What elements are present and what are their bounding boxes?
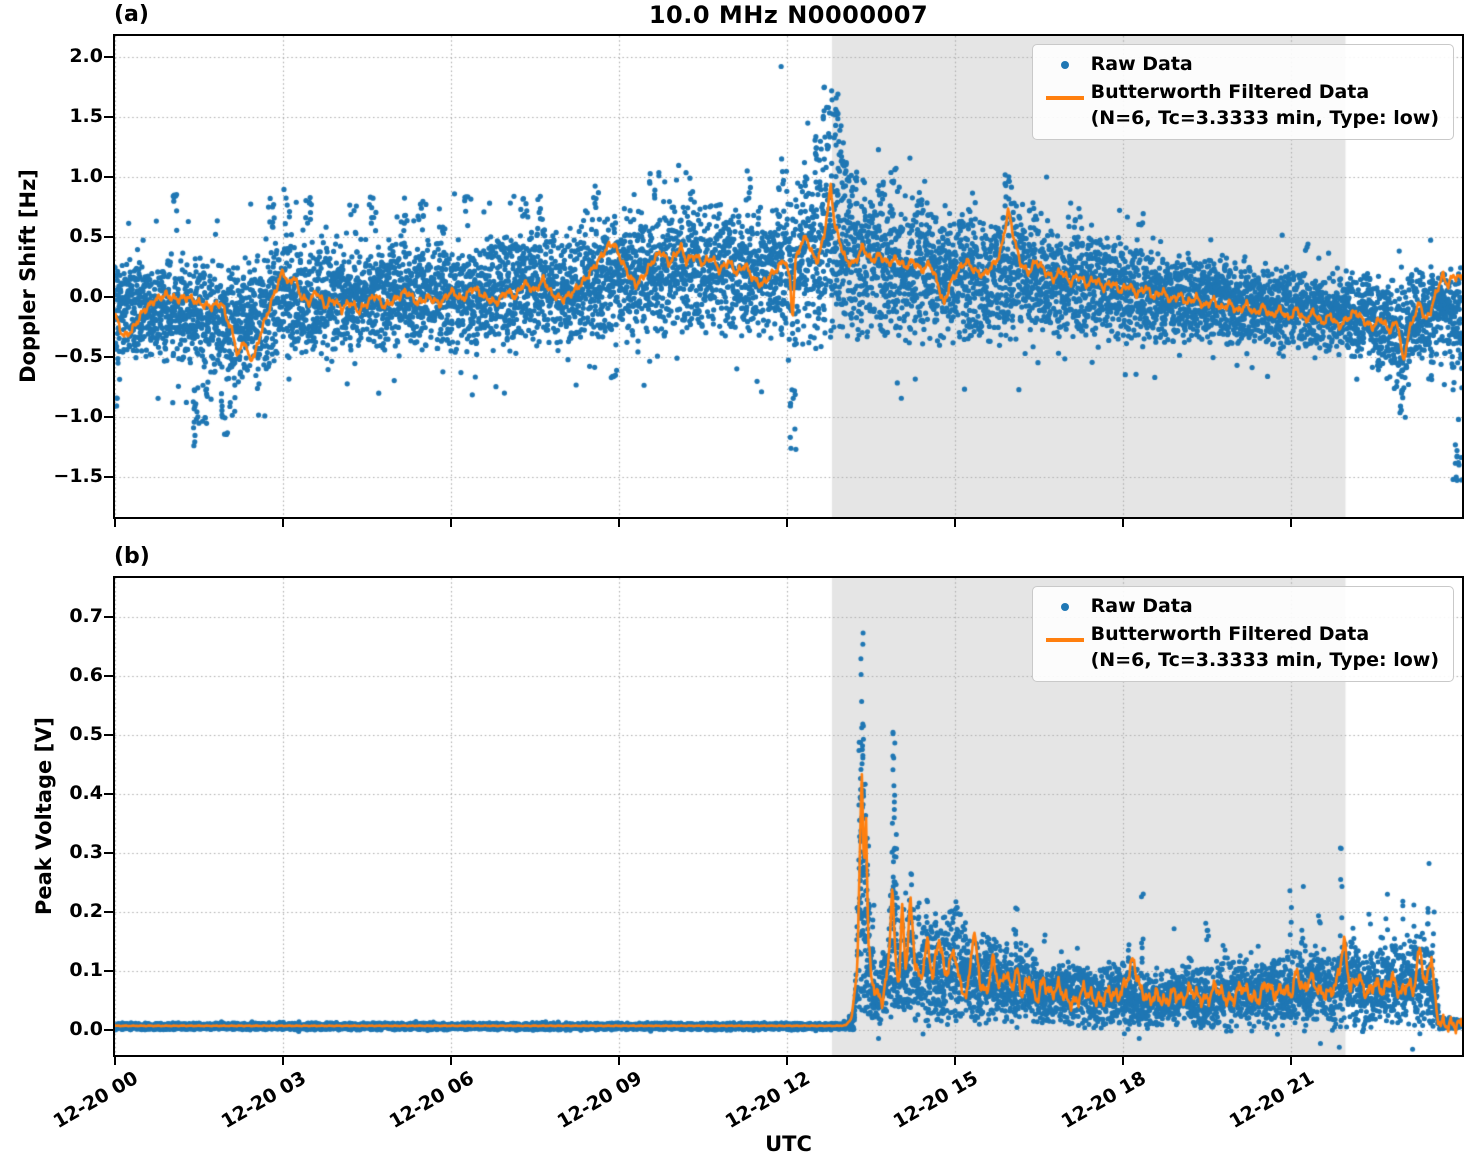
x-tick-label: 12-20 09 (553, 1067, 647, 1133)
y-axis-label-b: Peak Voltage [V] (32, 716, 56, 916)
y-tick-mark (104, 733, 113, 736)
y-tick-label: −1.0 (53, 405, 103, 428)
legend-row-raw: Raw Data (1039, 51, 1439, 77)
y-tick-mark (104, 416, 113, 419)
x-tick-label: 12-20 03 (217, 1067, 311, 1133)
y-tick-label: −1.5 (53, 465, 103, 488)
y-tick-mark (104, 296, 113, 299)
x-tick-label: 12-20 12 (721, 1067, 815, 1133)
filtered-line-marker-icon (1039, 621, 1091, 642)
legend-a: Raw Data Butterworth Filtered Data (N=6, … (1031, 44, 1454, 140)
legend-b: Raw Data Butterworth Filtered Data (N=6, … (1031, 586, 1454, 682)
y-tick-mark (104, 236, 113, 239)
legend-raw-label: Raw Data (1090, 595, 1193, 617)
y-tick-label: 2.0 (69, 45, 103, 67)
x-tick-label: 12-20 18 (1057, 1067, 1151, 1133)
x-axis-label: UTC (765, 1132, 812, 1156)
x-tick-mark (282, 1057, 285, 1065)
x-tick-mark (282, 519, 285, 527)
x-tick-mark (618, 519, 621, 527)
x-tick-mark (1122, 519, 1125, 527)
y-tick-label: 0.6 (69, 663, 103, 686)
y-tick-label: 0.3 (69, 840, 103, 863)
x-tick-mark (618, 1057, 621, 1065)
y-tick-label: 0.0 (69, 285, 103, 308)
figure-title: 10.0 MHz N0000007 (648, 1, 929, 29)
legend-filtered-label: Butterworth Filtered Data (N=6, Tc=3.3333… (1090, 623, 1439, 671)
y-tick-mark (104, 910, 113, 913)
x-tick-mark (450, 519, 453, 527)
panel-b-tag: (b) (114, 544, 150, 569)
x-tick-label: 12-20 21 (1225, 1067, 1319, 1133)
plot-area-b: Raw Data Butterworth Filtered Data (N=6, … (113, 576, 1464, 1057)
plot-area-a: Raw Data Butterworth Filtered Data (N=6, … (113, 34, 1464, 519)
legend-raw-label: Raw Data (1090, 53, 1193, 75)
y-tick-mark (104, 476, 113, 479)
x-tick-mark (954, 519, 957, 527)
x-tick-mark (114, 519, 116, 527)
x-tick-mark (1290, 519, 1293, 527)
y-tick-label: 0.7 (69, 604, 103, 627)
y-tick-label: 1.0 (69, 165, 103, 187)
legend-row-filtered: Butterworth Filtered Data (N=6, Tc=3.3333… (1039, 621, 1439, 673)
raw-data-marker-icon (1039, 51, 1091, 69)
y-tick-mark (104, 851, 113, 854)
x-tick-mark (786, 1057, 789, 1065)
y-tick-label: 0.5 (69, 225, 103, 248)
y-tick-label: −0.5 (53, 345, 103, 368)
x-tick-mark (954, 1057, 957, 1065)
legend-row-raw: Raw Data (1039, 593, 1439, 619)
y-tick-mark (104, 969, 113, 972)
y-tick-label: 0.0 (69, 1017, 103, 1040)
y-tick-mark (104, 674, 113, 677)
panel-a-tag: (a) (114, 2, 149, 27)
y-tick-label: 1.5 (69, 105, 103, 127)
y-tick-mark (104, 1028, 113, 1031)
raw-data-marker-icon (1039, 593, 1091, 611)
legend-row-filtered: Butterworth Filtered Data (N=6, Tc=3.3333… (1039, 79, 1439, 131)
x-tick-mark (450, 1057, 453, 1065)
y-tick-mark (104, 356, 113, 359)
filtered-line-marker-icon (1039, 79, 1091, 100)
y-tick-label: 0.5 (69, 722, 103, 745)
x-tick-mark (1290, 1057, 1293, 1065)
y-tick-mark (104, 116, 113, 118)
y-tick-mark (104, 56, 113, 58)
y-tick-label: 0.1 (69, 958, 103, 981)
x-tick-label: 12-20 00 (49, 1067, 142, 1133)
legend-filtered-label: Butterworth Filtered Data (N=6, Tc=3.3333… (1090, 81, 1439, 129)
y-tick-label: 0.4 (69, 781, 103, 804)
y-tick-label: 0.2 (69, 899, 103, 922)
y-tick-mark (104, 792, 113, 795)
x-tick-mark (786, 519, 789, 527)
x-tick-mark (1122, 1057, 1125, 1065)
x-tick-label: 12-20 06 (385, 1067, 479, 1133)
y-tick-mark (104, 176, 113, 178)
x-tick-label: 12-20 15 (889, 1067, 983, 1133)
y-tick-mark (104, 615, 113, 618)
x-tick-mark (114, 1057, 116, 1065)
